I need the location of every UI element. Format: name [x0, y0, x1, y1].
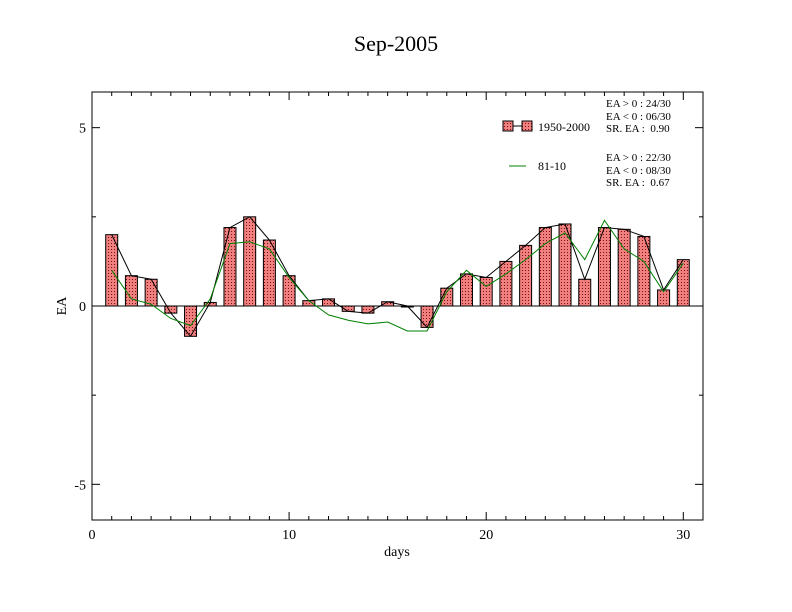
stat-sr-ea: SR. EA : 0.90	[606, 123, 670, 135]
stat-ea-negative: EA < 0 : 08/30	[606, 164, 671, 177]
series-lines	[111, 216, 684, 338]
line-1950-2000	[111, 216, 684, 338]
bar-1950-2000	[519, 244, 533, 307]
stat-sr-ea: SR. EA : 0.67	[606, 177, 670, 189]
line-81-10	[111, 219, 684, 332]
x-tick-label: 20	[479, 528, 493, 543]
bar-1950-2000	[479, 276, 493, 307]
x-tick-label: 30	[676, 528, 690, 543]
bar-1950-2000	[262, 239, 276, 307]
bar-1950-2000	[361, 305, 375, 314]
bar-1950-2000	[144, 278, 158, 307]
legend-label-1950-2000: 1950-2000	[538, 120, 590, 134]
y-tick-label: 0	[79, 300, 86, 315]
x-tick-label: 10	[282, 528, 296, 543]
stats-81-10: EA > 0 : 22/30 EA < 0 : 08/30 SR. EA : 0…	[606, 152, 671, 190]
axis-ticks: 0 10 20 30 -5 0 5	[74, 92, 703, 543]
bar-1950-2000	[223, 227, 237, 307]
stat-ea-positive: EA > 0 : 24/30	[606, 98, 671, 110]
bar-1950-2000	[124, 275, 138, 307]
bar-1950-2000	[322, 298, 336, 307]
bar-1950-2000	[164, 305, 178, 314]
bar-1950-2000	[578, 278, 592, 307]
bar-1950-2000	[243, 216, 257, 307]
legend: 1950-2000 81-10	[502, 120, 590, 173]
x-axis-label: days	[384, 545, 410, 560]
bar-1950-2000	[499, 260, 513, 307]
bar-1950-2000	[538, 227, 552, 307]
legend-swatch-right	[521, 120, 533, 132]
x-tick-label: 0	[89, 528, 96, 543]
y-tick-label: 5	[79, 122, 86, 137]
y-axis-label: EA	[55, 296, 70, 316]
legend-swatch-left	[502, 120, 514, 132]
chart-title: Sep-2005	[354, 31, 438, 56]
stat-ea-positive: EA > 0 : 22/30	[606, 152, 671, 164]
bar-1950-2000	[459, 273, 473, 307]
bar-1950-2000	[420, 305, 434, 328]
stats-1950-2000: EA > 0 : 24/30 EA < 0 : 06/30 SR. EA : 0…	[606, 98, 671, 136]
y-tick-label: -5	[74, 478, 86, 493]
stat-ea-negative: EA < 0 : 06/30	[606, 110, 671, 123]
legend-label-81-10: 81-10	[538, 159, 566, 173]
bar-1950-2000	[617, 228, 631, 307]
